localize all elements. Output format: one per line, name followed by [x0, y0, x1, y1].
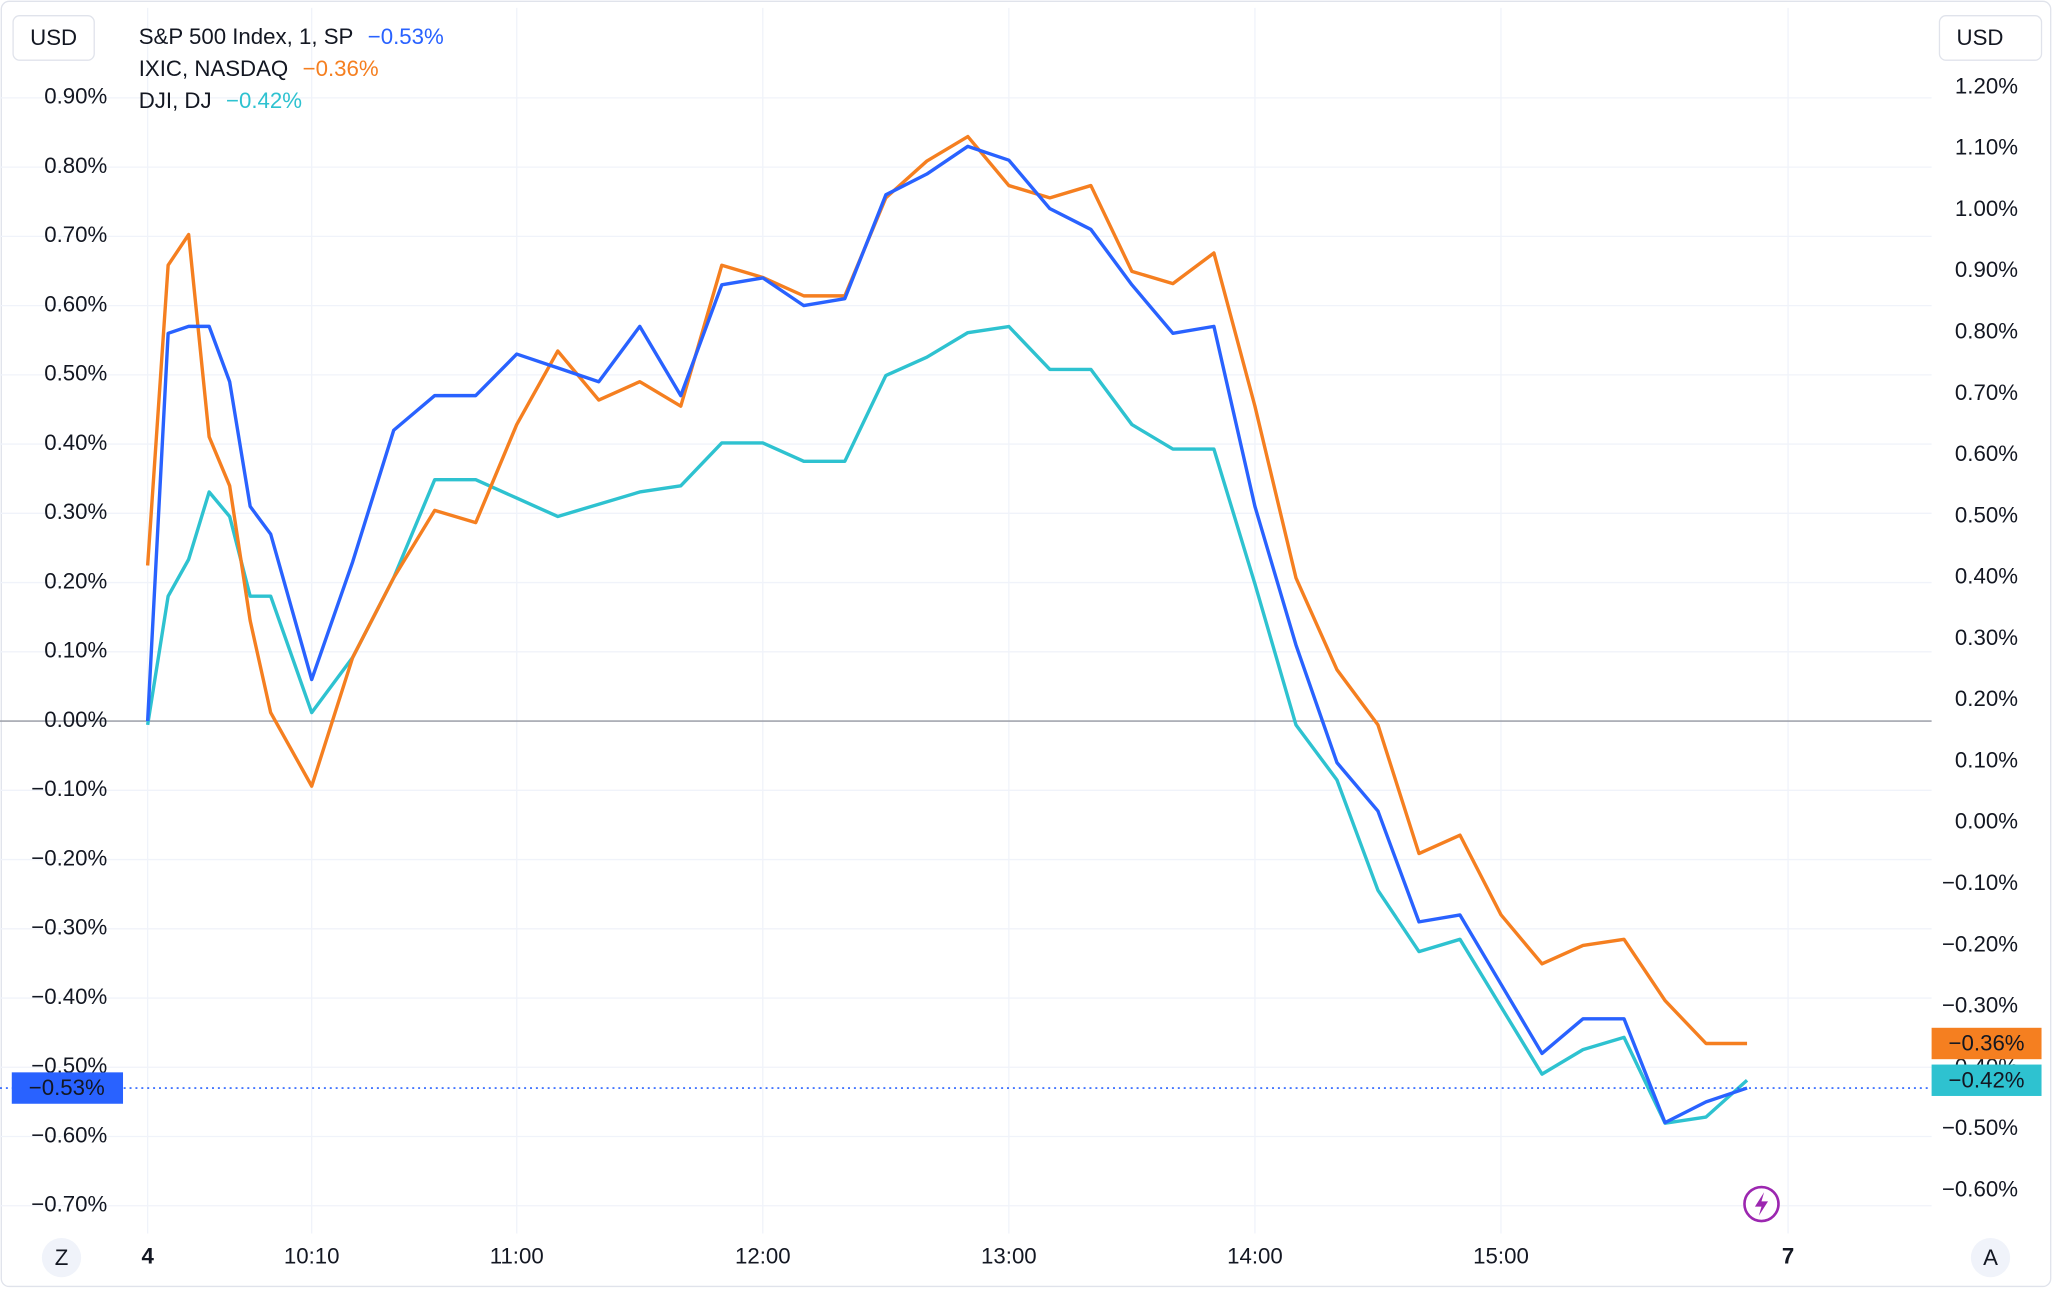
y-tick-label: 0.70% — [44, 222, 107, 247]
x-tick-label: 14:00 — [1227, 1244, 1283, 1269]
y-tick-label: 0.30% — [44, 499, 107, 524]
y2-unit[interactable]: USD — [1957, 25, 2004, 50]
y-tick-label: 0.00% — [44, 707, 107, 732]
y2-tick-label: −0.60% — [1942, 1176, 2018, 1201]
legend-entry: DJI, DJ −0.42% — [139, 88, 302, 113]
x-tick-label: 11:00 — [490, 1244, 544, 1269]
last-value-label: −0.42% — [1949, 1067, 2025, 1092]
y-tick-label: 0.40% — [44, 430, 107, 455]
y2-tick-label: 0.70% — [1955, 380, 2018, 405]
label-layer: 4 10:10 11:00 12:00 13:00 14:00 15:00 7 0.90% 0.8… — [11, 24, 2042, 1269]
series-line — [145, 144, 1748, 1125]
scale-button[interactable] — [1970, 1238, 2011, 1278]
y-tick-label: 0.10% — [44, 638, 107, 663]
y-tick-label: 0.80% — [44, 153, 107, 178]
last-value-tag — [11, 1072, 124, 1104]
legend-name: DJI, DJ — [139, 88, 212, 113]
button-label[interactable]: Z — [55, 1245, 69, 1270]
y2-tick-label: 1.00% — [1955, 196, 2018, 221]
legend-name: S&P 500 Index, 1, SP — [139, 24, 354, 49]
y2-tick-label: −0.30% — [1942, 993, 2018, 1018]
legend-name: IXIC, NASDAQ — [139, 56, 288, 81]
y2-tick-label: 0.90% — [1955, 257, 2018, 282]
grid-layer — [0, 7, 1932, 1234]
y2-tick-label: 0.40% — [1955, 564, 2018, 589]
x-tick-label: 10:10 — [284, 1244, 340, 1269]
scale-button[interactable] — [41, 1238, 82, 1278]
y2-tick-label: 0.10% — [1955, 747, 2018, 772]
y2-tick-label: −0.10% — [1942, 870, 2018, 895]
event-icon[interactable] — [1743, 1185, 1780, 1223]
x-tick-label: 7 — [1782, 1244, 1794, 1269]
y-tick-label: −0.60% — [31, 1122, 107, 1147]
y-unit[interactable]: USD — [30, 25, 77, 50]
y2-tick-label: 0.50% — [1955, 502, 2018, 527]
x-tick-label: 13:00 — [981, 1244, 1037, 1269]
legend-value: −0.36% — [303, 56, 379, 81]
y-tick-label: 0.20% — [44, 568, 107, 593]
legend-entry: IXIC, NASDAQ −0.36% — [139, 56, 379, 81]
legend-entry: S&P 500 Index, 1, SP −0.53% — [139, 24, 444, 49]
legend-value: −0.53% — [368, 24, 444, 49]
y-tick-label: 0.60% — [44, 291, 107, 316]
unit-button[interactable] — [12, 15, 95, 61]
line-layer — [0, 134, 1932, 1125]
legend-value: −0.42% — [226, 88, 302, 113]
last-value-label: −0.36% — [1949, 1031, 2025, 1056]
y2-tick-label: 0.60% — [1955, 441, 2018, 466]
y2-tick-label: 0.30% — [1955, 625, 2018, 650]
event-bolt[interactable] — [1754, 1192, 1769, 1216]
last-value-label: −0.53% — [29, 1075, 105, 1100]
series-line — [145, 324, 1749, 1125]
y-tick-label: 0.90% — [44, 84, 107, 109]
y-tick-label: −0.10% — [31, 776, 107, 801]
y-tick-label: −0.20% — [31, 845, 107, 870]
y2-tick-label: 0.20% — [1955, 686, 2018, 711]
last-value-tag — [1931, 1064, 2042, 1096]
unit-button[interactable] — [1938, 15, 2043, 61]
y-tick-label: −0.30% — [31, 915, 107, 940]
y2-tick-label: 1.10% — [1955, 135, 2018, 160]
x-tick-label: 12:00 — [735, 1244, 791, 1269]
x-tick-label: 4 — [141, 1244, 154, 1269]
button-label[interactable]: A — [1983, 1245, 1998, 1270]
last-value-tag — [1931, 1027, 2042, 1060]
y2-tick-label: 0.80% — [1955, 319, 2018, 344]
y2-tick-label: 1.20% — [1955, 73, 2018, 98]
y2-tick-label: −0.50% — [1942, 1115, 2018, 1140]
x-tick-label: 15:00 — [1473, 1244, 1529, 1269]
y-tick-label: −0.40% — [31, 984, 107, 1009]
y2-tick-label: −0.20% — [1942, 931, 2018, 956]
y2-tick-label: 0.00% — [1955, 809, 2018, 834]
y-tick-label: −0.70% — [31, 1192, 107, 1217]
y-tick-label: 0.50% — [44, 361, 107, 386]
